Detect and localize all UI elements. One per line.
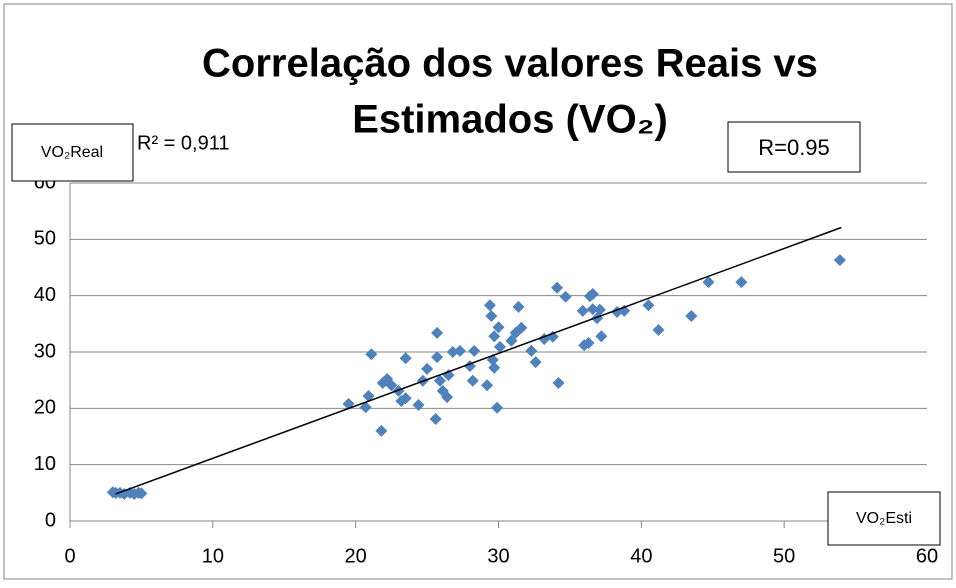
- data-point: [431, 326, 444, 339]
- y-tick-label: 20: [34, 397, 56, 419]
- data-point: [481, 379, 494, 392]
- y-axis-label: VO₂Real: [41, 144, 103, 161]
- data-point: [485, 309, 498, 322]
- y-tick-label: 10: [34, 453, 56, 475]
- data-point: [441, 391, 454, 404]
- x-tick-label: 0: [64, 545, 75, 567]
- data-point: [586, 303, 599, 316]
- data-point: [433, 374, 446, 387]
- data-point: [586, 287, 599, 300]
- label-box: [827, 491, 941, 546]
- data-point: [525, 344, 538, 357]
- x-tick-label: 40: [630, 545, 652, 567]
- data-point: [359, 401, 372, 414]
- y-tick-label: 40: [34, 284, 56, 306]
- data-point: [135, 487, 148, 500]
- data-point: [468, 344, 481, 357]
- y-tick-label: 0: [45, 509, 56, 531]
- y-tick-label: 30: [34, 340, 56, 362]
- data-point: [412, 398, 425, 411]
- data-point: [595, 330, 608, 343]
- data-point: [466, 374, 479, 387]
- label-box: [11, 123, 134, 182]
- data-point: [685, 309, 698, 322]
- data-point: [493, 340, 506, 353]
- data-point: [375, 424, 388, 437]
- data-point: [515, 321, 528, 334]
- data-point: [399, 352, 412, 365]
- data-point: [652, 324, 665, 337]
- data-point: [512, 300, 525, 313]
- data-point: [833, 254, 846, 267]
- chart-title: Estimados (VO₂): [352, 98, 668, 142]
- data-point: [118, 487, 131, 500]
- data-point: [492, 321, 505, 334]
- data-point: [551, 281, 564, 294]
- data-point: [702, 276, 715, 289]
- chart-border: [3, 3, 953, 580]
- data-point: [491, 401, 504, 414]
- y-tick-label: 50: [34, 228, 56, 250]
- data-point: [362, 389, 375, 402]
- data-point: [453, 344, 466, 357]
- data-point: [429, 413, 442, 426]
- x-tick-label: 60: [916, 545, 938, 567]
- annotation-box: [727, 121, 861, 173]
- x-axis-label: VO₂Esti: [856, 510, 912, 527]
- data-point: [576, 304, 589, 317]
- data-point: [529, 356, 542, 369]
- chart-title: Correlação dos valores Reais vs: [202, 42, 818, 86]
- data-point: [446, 346, 459, 358]
- data-point: [582, 336, 595, 349]
- trendline: [115, 226, 842, 495]
- data-point: [399, 392, 412, 405]
- data-point: [552, 376, 565, 389]
- x-tick-label: 20: [345, 545, 367, 567]
- data-point: [735, 276, 748, 289]
- data-point: [488, 330, 501, 343]
- annotation: R=0.95: [758, 135, 830, 160]
- x-tick-label: 50: [773, 545, 795, 567]
- data-point: [642, 299, 655, 312]
- data-point: [505, 334, 518, 347]
- annotation: R² = 0,911: [137, 132, 229, 154]
- data-point: [593, 303, 606, 316]
- x-tick-label: 30: [487, 545, 509, 567]
- data-point: [385, 379, 398, 392]
- data-point: [421, 362, 434, 375]
- data-point: [431, 351, 444, 364]
- data-point: [483, 299, 496, 312]
- data-point: [488, 361, 501, 374]
- data-point: [365, 348, 378, 361]
- x-tick-label: 10: [202, 545, 224, 567]
- data-point: [559, 290, 572, 303]
